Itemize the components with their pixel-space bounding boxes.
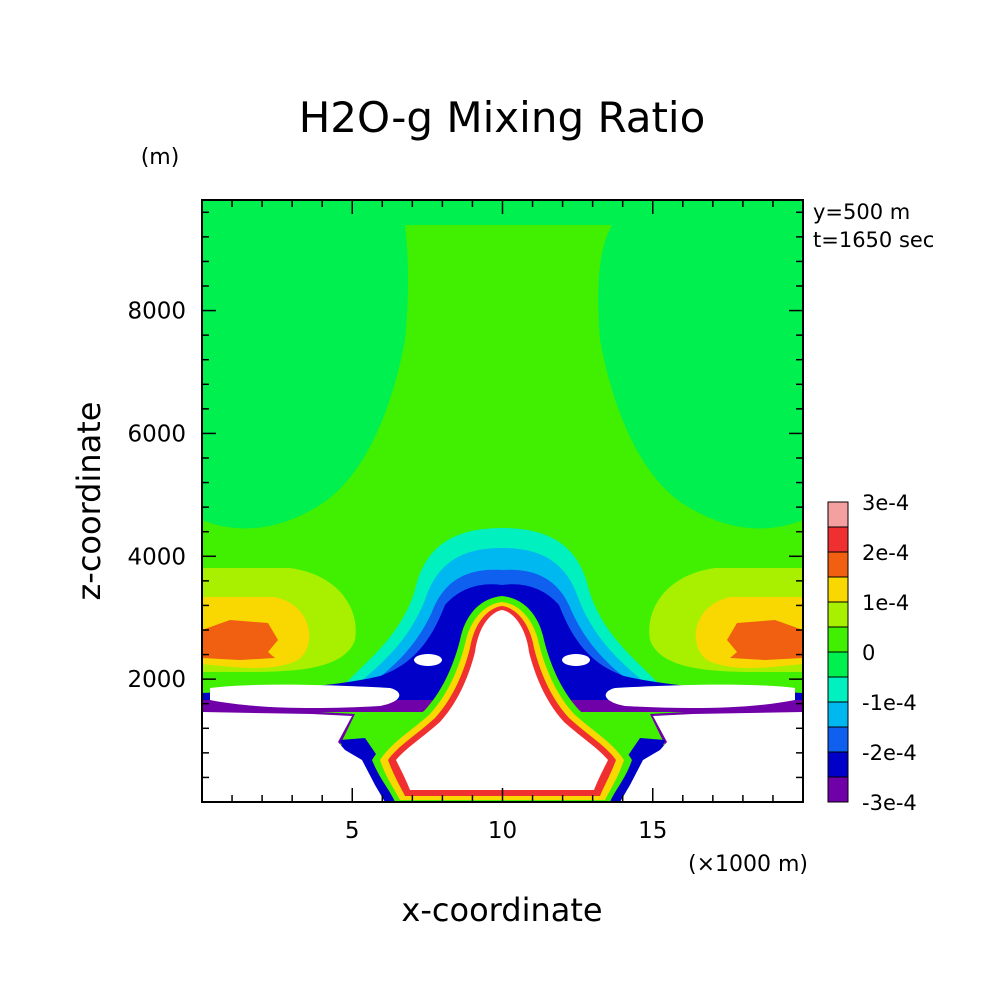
chart-title: H2O-g Mixing Ratio [299,93,706,142]
x-tick-label: 15 [638,818,667,844]
colorbar [827,501,849,803]
colorbar-swatch [827,626,849,653]
colorbar-swatch [827,701,849,728]
contour-plot-area [202,200,803,802]
colorbar-label: -3e-4 [862,791,917,815]
colorbar-swatch [827,501,849,528]
region-white-notch-left [414,654,442,666]
y-unit-label: (m) [141,145,180,170]
y-tick-label: 6000 [127,421,186,447]
region-green-lower-left [202,662,380,691]
colorbar-swatch [827,776,849,803]
region-green-lower-right [625,662,803,691]
y-tick-labels: 2000 4000 6000 8000 [127,299,186,694]
colorbar-label: 1e-4 [862,591,909,615]
colorbar-swatch [827,651,849,678]
colorbar-label: 3e-4 [862,491,909,515]
x-unit-label: (×1000 m) [688,852,808,877]
region-dry-core [396,610,608,790]
region-white-right [620,712,803,802]
annotation-y: y=500 m [813,200,910,224]
axes [201,199,804,803]
x-axis-label: x-coordinate [401,891,602,929]
x-tick-label: 5 [345,818,360,844]
region-white-pocket-right [605,684,795,708]
annotation-t: t=1650 sec [813,228,934,252]
y-tick-label: 2000 [127,667,186,693]
colorbar-swatch [827,726,849,753]
region-orange-right [727,620,803,660]
y-tick-label: 4000 [127,544,186,570]
colorbar-swatch [827,601,849,628]
colorbar-swatch [827,576,849,603]
region-light-green-column [202,225,803,802]
colorbar-label: -2e-4 [862,741,917,765]
colorbar-label: -1e-4 [862,691,917,715]
x-tick-labels: 5 10 15 [345,818,667,844]
y-tick-label: 8000 [127,299,186,325]
colorbar-label: 2e-4 [862,541,909,565]
y-axis-label: z-coordinate [70,401,108,600]
colorbar-labels: 3e-4 2e-4 1e-4 0 -1e-4 -2e-4 -3e-4 [862,491,917,815]
colorbar-swatch [827,526,849,553]
region-white-notch-right [562,654,590,666]
region-white-left [202,712,385,802]
colorbar-swatch [827,676,849,703]
colorbar-swatch [827,551,849,578]
colorbar-label: 0 [862,641,875,665]
region-orange-left [202,620,278,660]
colorbar-swatch [827,751,849,778]
x-tick-label: 10 [488,818,517,844]
region-white-pocket-left [210,684,400,708]
